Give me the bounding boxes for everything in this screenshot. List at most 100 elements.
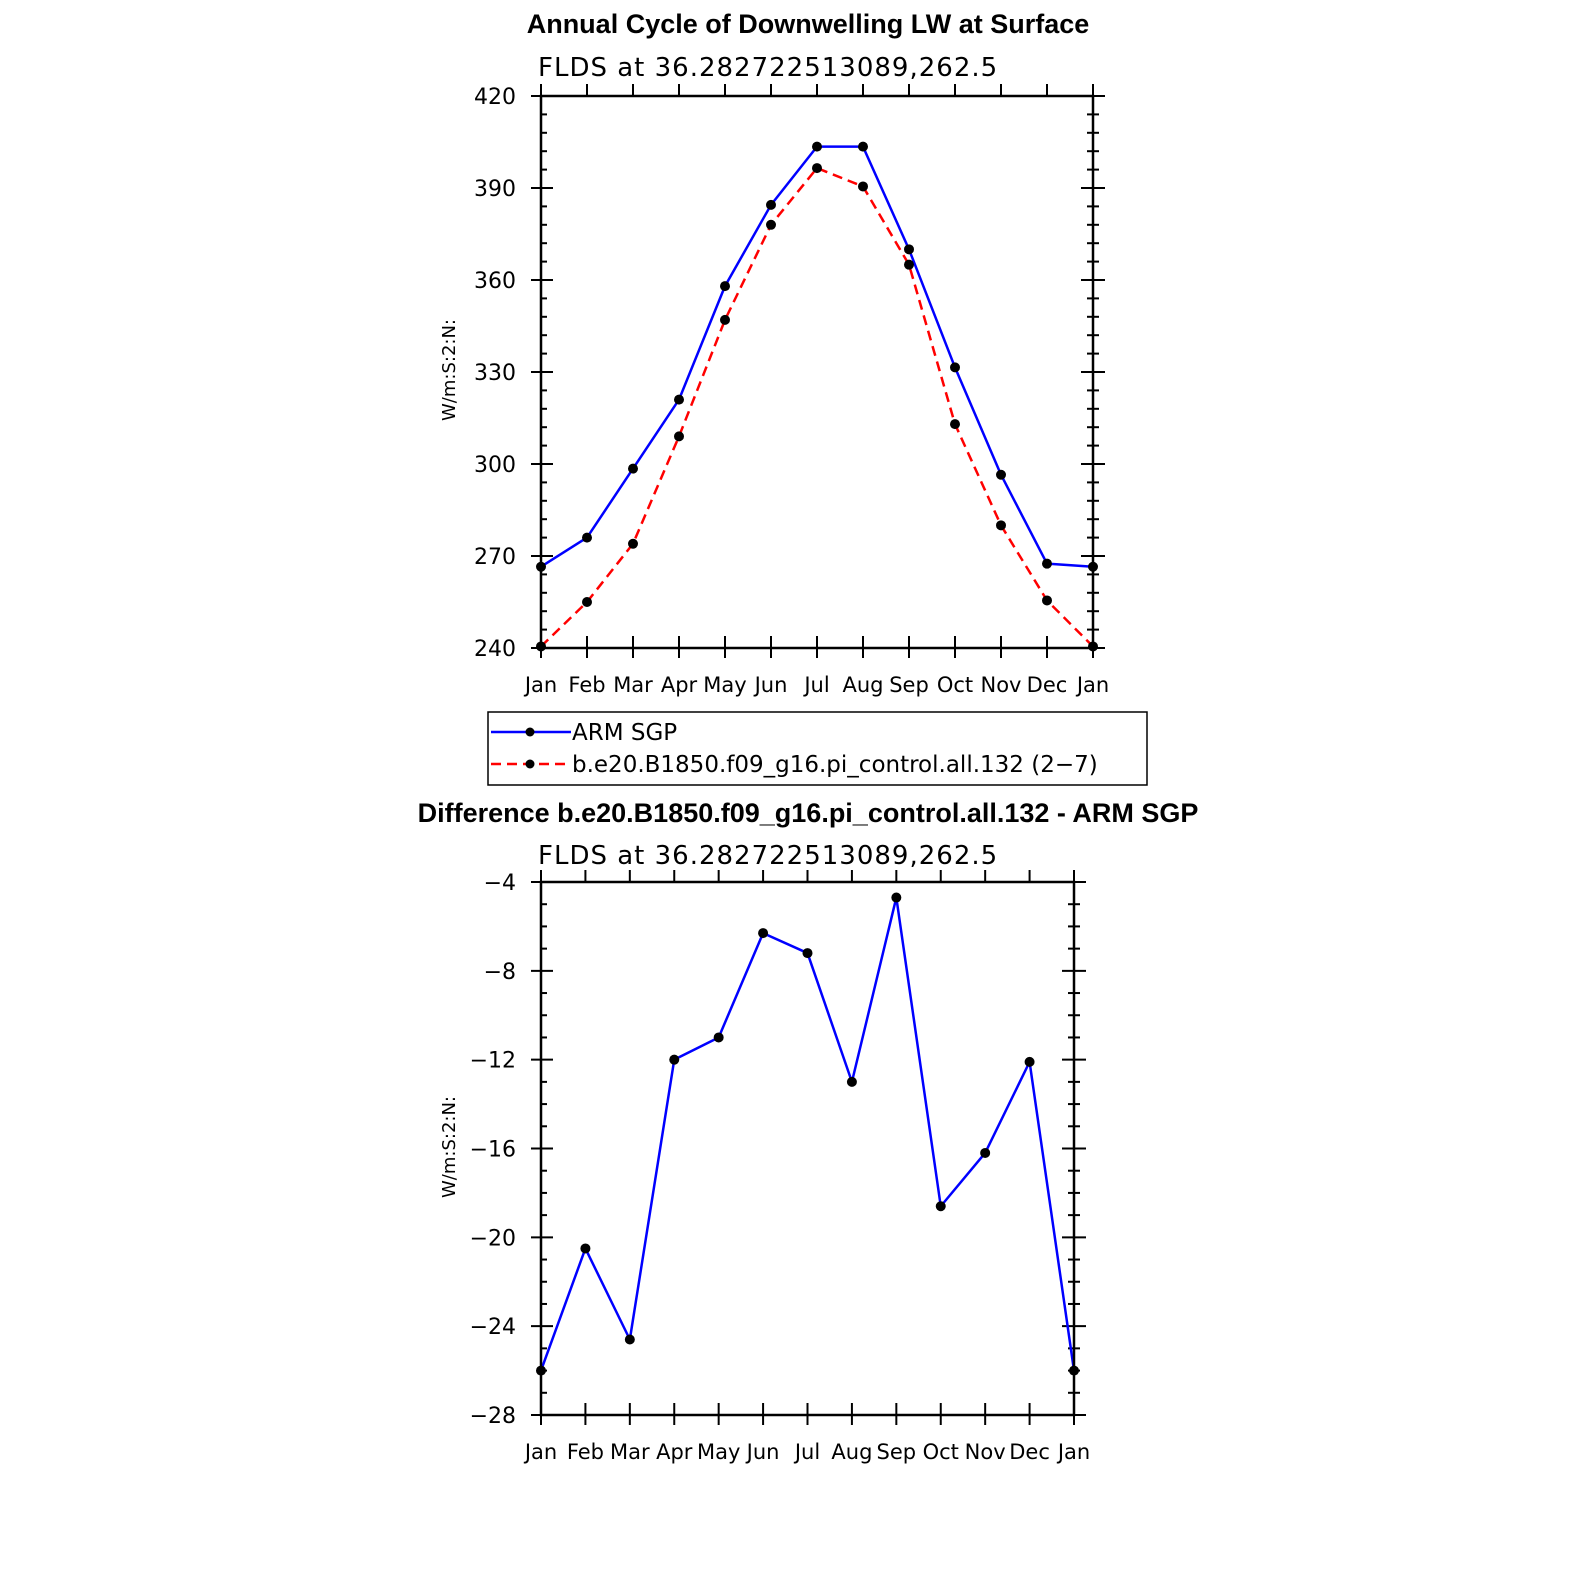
x-tick-label: Jun — [753, 673, 788, 697]
x-tick-label: Mar — [613, 673, 653, 697]
x-tick-label: Sep — [877, 1440, 917, 1464]
plot-frame — [539, 880, 1076, 1417]
series-group — [536, 892, 1079, 1376]
data-point-0 — [624, 1334, 635, 1345]
series-line-0 — [539, 896, 1076, 1372]
x-tick-label: May — [703, 673, 746, 697]
x-tick-label: Apr — [661, 673, 698, 697]
data-point-1 — [996, 520, 1006, 531]
data-point-1 — [1042, 595, 1052, 606]
x-tick-label: Jan — [1075, 673, 1109, 697]
x-tick-label: Aug — [842, 673, 883, 697]
data-point-1 — [720, 314, 730, 325]
legend-box — [487, 711, 1148, 786]
x-tick-labels: Jan Feb Mar Apr May Jun Jul Aug Sep Oct Nov Dec Jan — [523, 1440, 1090, 1464]
x-tick-label: Nov — [965, 1440, 1006, 1464]
x-tick-label: Aug — [831, 1440, 872, 1464]
y-tick-labels: 240 270 300 330 360 390 420 — [474, 85, 516, 662]
x-tick-label: Mar — [610, 1440, 650, 1464]
y-tick-label: 360 — [474, 269, 516, 294]
data-point-0 — [1024, 1056, 1035, 1067]
y-tick-labels: −28 −24 −20 −16 −12 −8 −4 — [470, 871, 516, 1429]
legend-item-model: b.e20.B1850.f09_g16.pi_control.all.132 (… — [491, 752, 1098, 778]
data-point-0 — [950, 362, 960, 373]
data-point-1 — [858, 181, 868, 192]
chart-subtitle: FLDS at 36.282722513089,262.5 — [538, 53, 998, 83]
x-tick-label: Jun — [745, 1440, 780, 1464]
x-tick-label: Oct — [923, 1440, 959, 1464]
y-axis-label: W/m:S:2:N: — [439, 319, 460, 421]
legend-label-model: b.e20.B1850.f09_g16.pi_control.all.132 (… — [572, 752, 1098, 778]
x-tick-label: Feb — [567, 1440, 604, 1464]
x-tick-label: Apr — [656, 1440, 693, 1464]
data-point-1 — [904, 259, 914, 270]
x-tick-labels: Jan Feb Mar Apr May Jun Jul Aug Sep Oct Nov Dec Jan — [523, 673, 1109, 697]
data-point-0 — [904, 244, 914, 255]
data-point-0 — [713, 1032, 724, 1043]
y-tick-label: −12 — [470, 1049, 516, 1074]
chart-title: Difference b.e20.B1850.f09_g16.pi_contro… — [418, 798, 1199, 828]
annual-cycle-chart: Annual Cycle of Downwelling LW at Surfac… — [439, 9, 1109, 697]
x-tick-label: Sep — [889, 673, 929, 697]
data-point-0 — [580, 1243, 591, 1254]
y-axis-label: W/m:S:2:N: — [439, 1096, 460, 1198]
y-tick-label: 330 — [474, 361, 516, 386]
legend-marker-arm-sgp — [525, 727, 535, 737]
y-tick-label: 390 — [474, 177, 516, 202]
data-point-0 — [935, 1201, 946, 1212]
data-point-0 — [858, 141, 868, 152]
y-tick-label: −4 — [484, 871, 516, 896]
data-point-0 — [980, 1147, 991, 1158]
data-point-0 — [846, 1076, 857, 1087]
x-tick-label: Nov — [981, 673, 1022, 697]
y-tick-label: −8 — [484, 960, 516, 985]
x-tick-label: Dec — [1027, 673, 1068, 697]
y-tick-label: −28 — [470, 1404, 516, 1429]
data-point-0 — [802, 948, 813, 959]
data-point-0 — [1042, 558, 1052, 569]
data-point-0 — [996, 469, 1006, 480]
data-point-0 — [891, 892, 902, 903]
data-point-1 — [582, 597, 592, 607]
x-tick-label: Jan — [523, 1440, 557, 1464]
x-tick-label: Feb — [568, 673, 605, 697]
x-tick-label: Jul — [793, 1440, 820, 1464]
y-tick-label: 240 — [474, 637, 516, 662]
y-tick-label: −20 — [470, 1226, 516, 1251]
legend-marker-model — [525, 759, 535, 769]
data-point-0 — [812, 141, 822, 152]
data-point-0 — [674, 394, 684, 405]
x-tick-label: May — [697, 1440, 740, 1464]
x-tick-label: Jul — [802, 673, 829, 697]
y-tick-label: 420 — [474, 85, 516, 110]
data-point-1 — [812, 163, 822, 174]
data-point-1 — [766, 219, 776, 230]
y-tick-label: −24 — [470, 1315, 516, 1340]
y-tick-label: −16 — [470, 1138, 516, 1163]
data-point-1 — [674, 431, 684, 442]
x-tick-label: Oct — [937, 673, 973, 697]
data-point-0 — [766, 199, 776, 210]
legend: ARM SGP b.e20.B1850.f09_g16.pi_control.a… — [487, 711, 1148, 786]
y-tick-label: 270 — [474, 545, 516, 570]
legend-item-arm-sgp: ARM SGP — [491, 720, 677, 746]
x-tick-label: Jan — [1056, 1440, 1090, 1464]
difference-chart: Difference b.e20.B1850.f09_g16.pi_contro… — [418, 798, 1199, 1464]
data-point-0 — [669, 1054, 680, 1065]
legend-label-arm-sgp: ARM SGP — [572, 720, 677, 746]
data-point-0 — [628, 463, 638, 474]
series-line-1 — [540, 166, 1094, 648]
series-group — [536, 141, 1098, 652]
data-point-1 — [628, 538, 638, 549]
data-point-0 — [758, 928, 769, 939]
data-point-0 — [582, 532, 592, 543]
chart-title: Annual Cycle of Downwelling LW at Surfac… — [527, 9, 1090, 39]
series-line-0 — [540, 145, 1094, 568]
chart-subtitle: FLDS at 36.282722513089,262.5 — [538, 841, 998, 871]
x-tick-label: Jan — [523, 673, 557, 697]
y-tick-label: 300 — [474, 453, 516, 478]
plot-frame — [539, 94, 1095, 650]
x-tick-label: Dec — [1009, 1440, 1050, 1464]
data-point-1 — [950, 419, 960, 430]
